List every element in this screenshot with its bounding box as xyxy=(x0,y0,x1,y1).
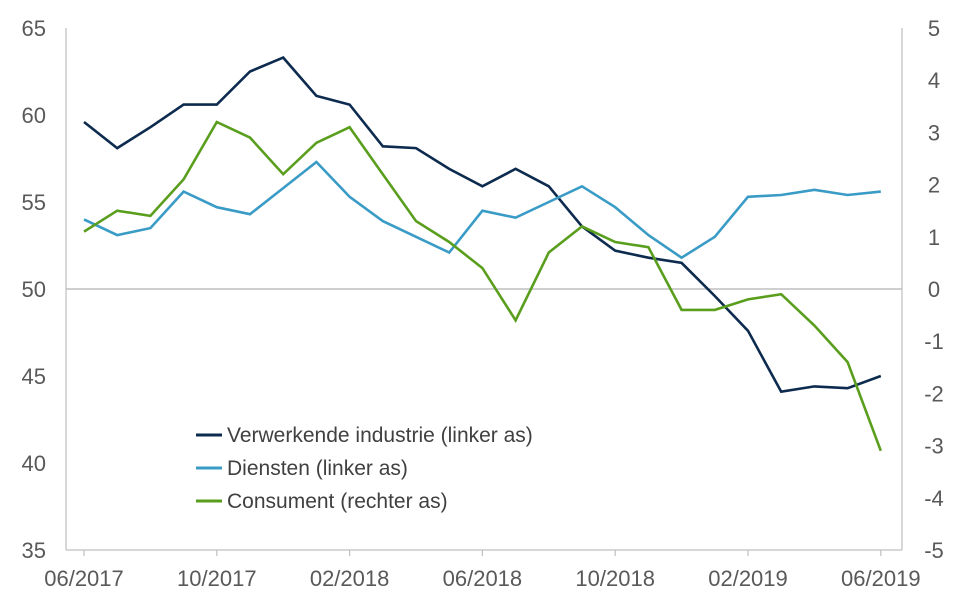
right-y-tick-label: 0 xyxy=(928,277,940,302)
left-y-tick-label: 50 xyxy=(22,277,46,302)
series-line-1 xyxy=(83,56,882,394)
series-line-3 xyxy=(83,120,883,452)
legend-label: Verwerkende industrie (linker as) xyxy=(227,424,533,447)
axes xyxy=(65,28,903,556)
left-y-tick-label: 45 xyxy=(22,364,46,389)
legend-label: Diensten (linker as) xyxy=(227,457,408,480)
series-line-2 xyxy=(83,160,881,260)
x-tick-label: 02/2018 xyxy=(310,566,390,591)
left-y-tick-label: 65 xyxy=(22,16,46,41)
left-y-tick-label: 55 xyxy=(22,190,46,215)
left-y-tick-label: 60 xyxy=(22,103,46,128)
right-y-tick-label: -3 xyxy=(924,434,944,459)
right-y-tick-label: -1 xyxy=(924,329,944,354)
right-y-tick-label: -5 xyxy=(924,538,944,563)
x-tick-label: 10/2017 xyxy=(177,566,257,591)
right-y-tick-label: 2 xyxy=(928,173,940,198)
legend: Verwerkende industrie (linker as) Dienste… xyxy=(196,424,533,513)
right-y-tick-label: 5 xyxy=(928,16,940,41)
left-y-tick-label: 35 xyxy=(22,538,46,563)
right-y-tick-label: 4 xyxy=(928,68,940,93)
series-lines xyxy=(83,56,883,452)
right-y-tick-label: -4 xyxy=(924,486,944,511)
x-tick-label: 06/2018 xyxy=(443,566,523,591)
left-y-tick-label: 40 xyxy=(22,451,46,476)
right-y-tick-label: -2 xyxy=(924,381,944,406)
x-tick-label: 10/2018 xyxy=(575,566,655,591)
legend-label: Consument (rechter as) xyxy=(227,490,448,513)
x-tick-label: 02/2019 xyxy=(708,566,788,591)
right-y-tick-label: 1 xyxy=(928,225,940,250)
x-tick-label: 06/2019 xyxy=(841,566,921,591)
x-tick-label: 06/2017 xyxy=(44,566,124,591)
right-y-tick-label: 3 xyxy=(928,120,940,145)
